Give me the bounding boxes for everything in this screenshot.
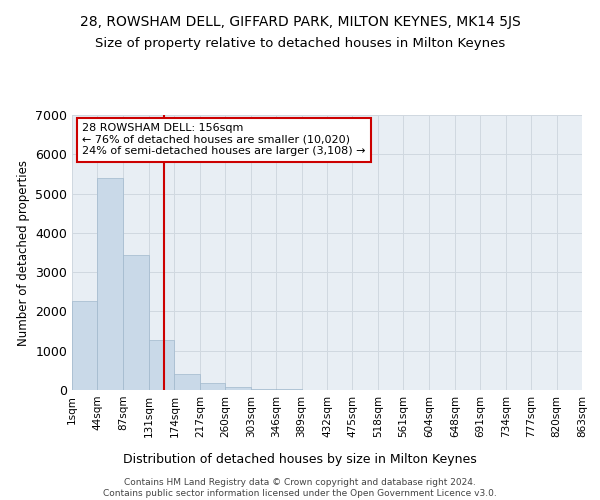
Text: Distribution of detached houses by size in Milton Keynes: Distribution of detached houses by size … — [123, 452, 477, 466]
Y-axis label: Number of detached properties: Number of detached properties — [17, 160, 29, 346]
Bar — [97, 178, 123, 390]
Bar — [175, 374, 200, 390]
Bar — [149, 340, 175, 390]
Bar — [72, 301, 97, 390]
Text: 28 ROWSHAM DELL: 156sqm
← 76% of detached houses are smaller (10,020)
24% of sem: 28 ROWSHAM DELL: 156sqm ← 76% of detache… — [82, 123, 366, 156]
Bar — [251, 388, 276, 390]
Bar — [200, 384, 225, 390]
Bar — [123, 255, 149, 390]
Bar — [225, 387, 251, 390]
Text: Contains HM Land Registry data © Crown copyright and database right 2024.
Contai: Contains HM Land Registry data © Crown c… — [103, 478, 497, 498]
Text: Size of property relative to detached houses in Milton Keynes: Size of property relative to detached ho… — [95, 38, 505, 51]
Text: 28, ROWSHAM DELL, GIFFARD PARK, MILTON KEYNES, MK14 5JS: 28, ROWSHAM DELL, GIFFARD PARK, MILTON K… — [80, 15, 520, 29]
